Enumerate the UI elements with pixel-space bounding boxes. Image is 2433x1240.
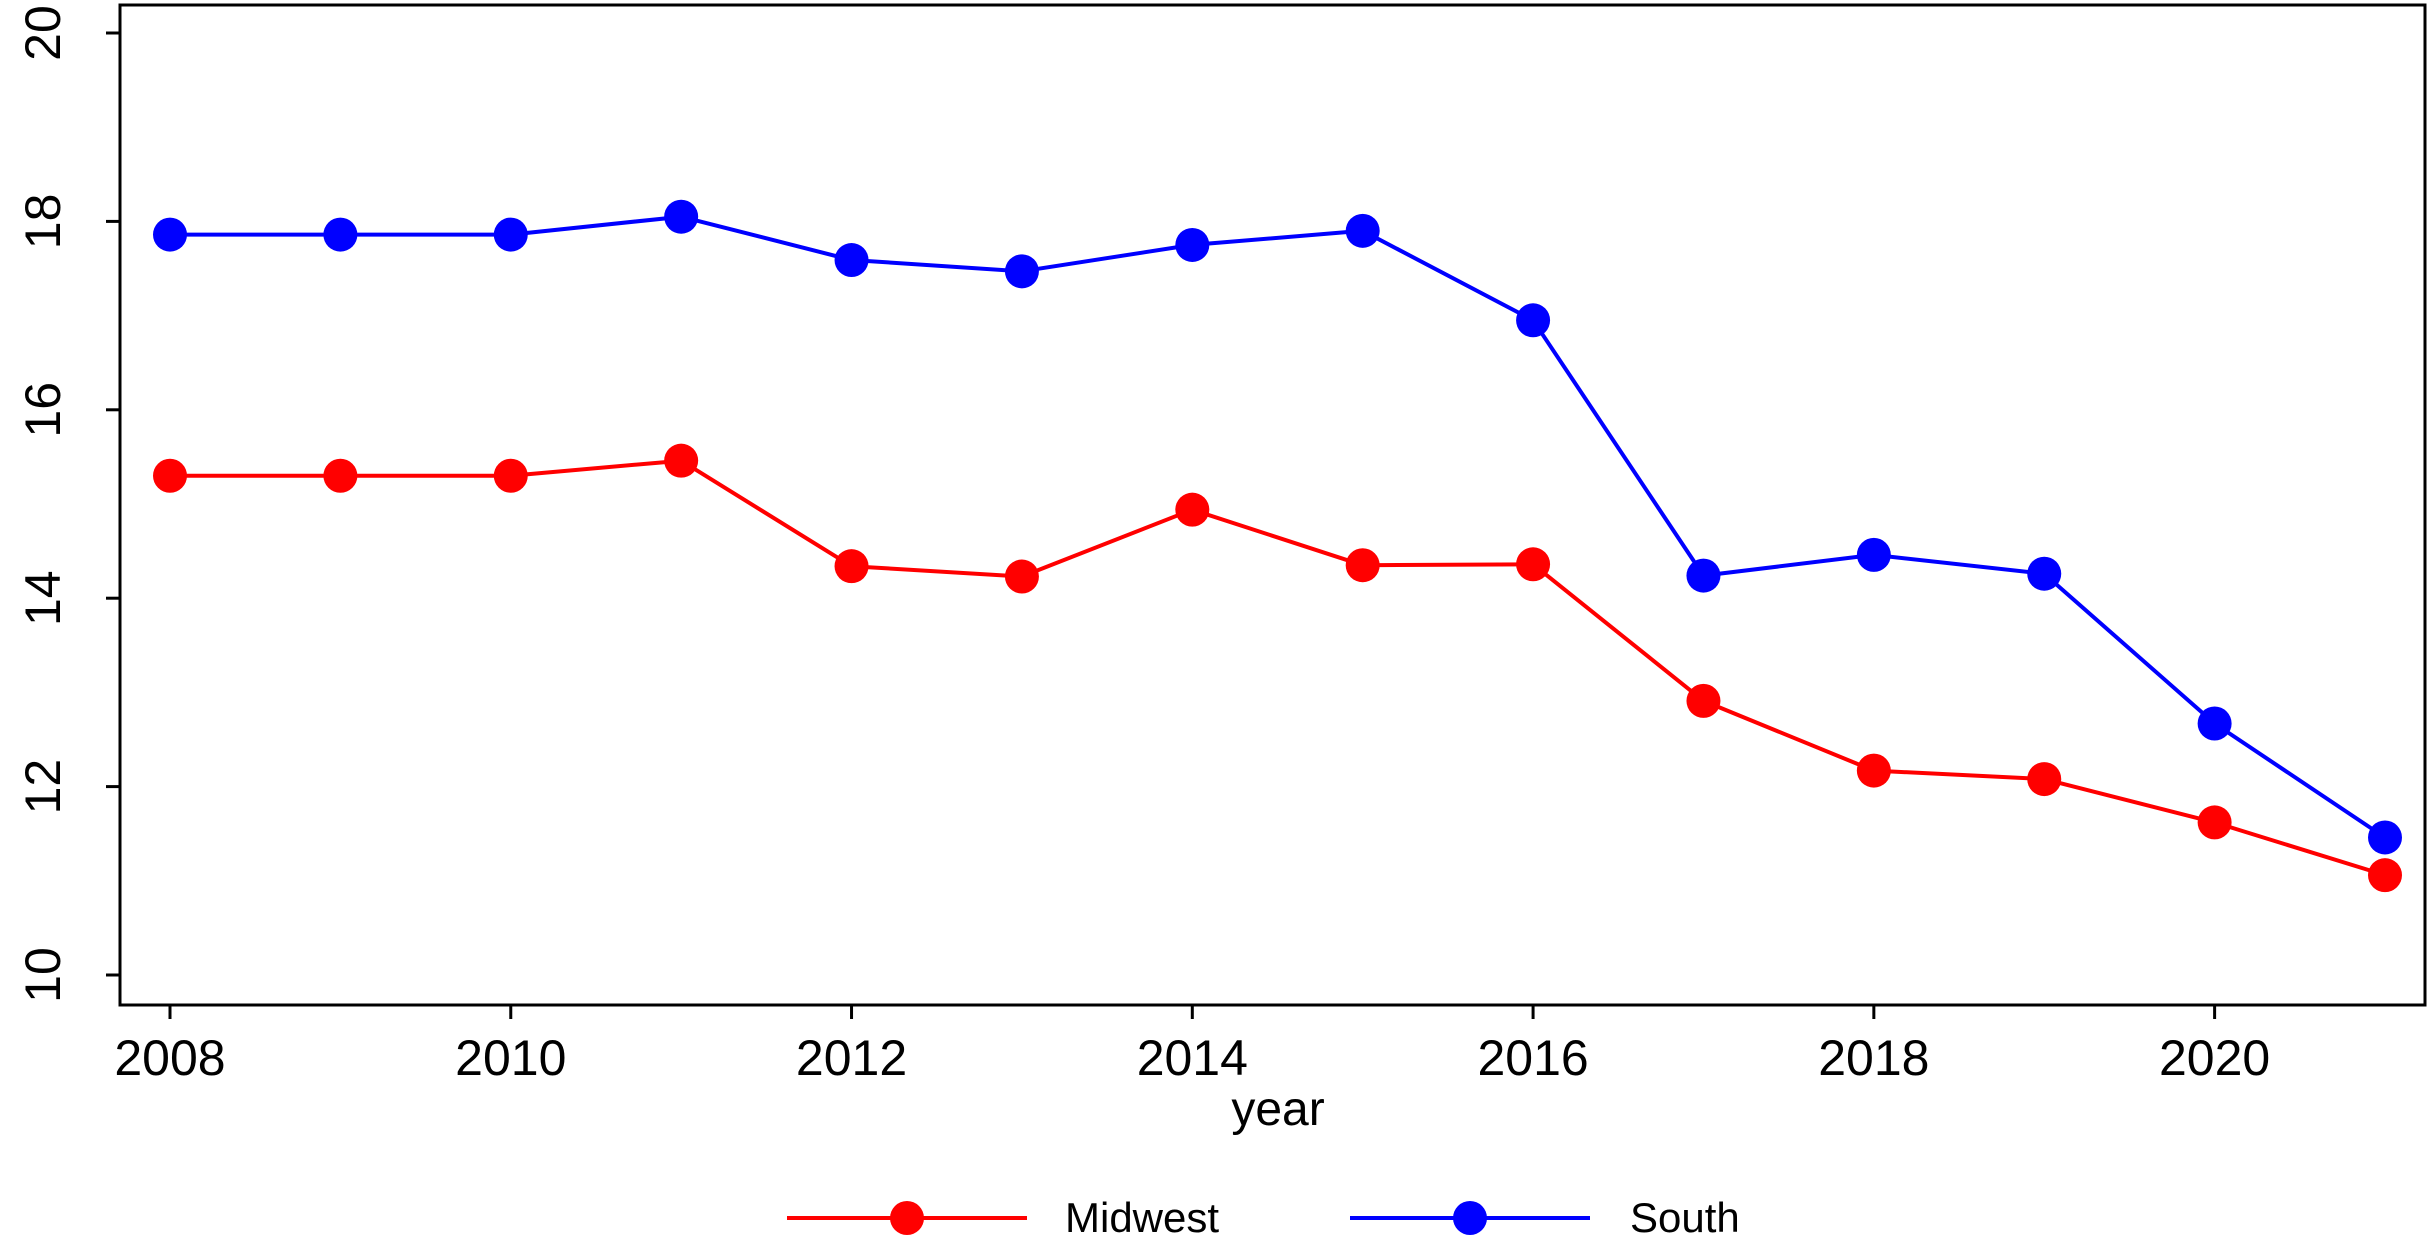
plot-frame: [118, 3, 2427, 1007]
data-point-south: [1345, 213, 1380, 248]
x-axis-label: year: [1231, 1083, 1324, 1136]
data-point-south: [1004, 254, 1039, 289]
data-point-south: [1175, 227, 1210, 262]
data-point-south: [1516, 303, 1551, 338]
data-point-midwest: [1516, 547, 1551, 582]
data-point-south: [2027, 556, 2062, 591]
data-point-south: [2197, 706, 2232, 741]
legend-label-midwest: Midwest: [1065, 1194, 1219, 1235]
y-tick-label: 12: [15, 759, 71, 815]
data-point-midwest: [664, 443, 699, 478]
data-point-midwest: [323, 458, 358, 493]
data-point-south: [664, 199, 699, 234]
x-tick-label: 2012: [796, 1030, 907, 1086]
x-tick-label: 2010: [455, 1030, 566, 1086]
data-point-midwest: [2368, 858, 2402, 893]
data-point-midwest: [1686, 683, 1721, 718]
data-point-midwest: [834, 549, 869, 584]
data-point-midwest: [2197, 805, 2232, 840]
data-point-south: [323, 217, 358, 252]
data-point-midwest: [493, 458, 528, 493]
data-point-south: [1856, 537, 1891, 572]
data-point-midwest: [2027, 762, 2062, 797]
data-point-midwest: [1345, 548, 1380, 583]
x-tick-label: 2020: [2159, 1030, 2270, 1086]
x-tick-label: 2018: [1818, 1030, 1929, 1086]
data-point-south: [493, 217, 528, 252]
x-tick-label: 2014: [1137, 1030, 1248, 1086]
data-point-south: [2368, 820, 2402, 855]
legend-marker-south: [1453, 1201, 1487, 1235]
data-point-south: [834, 243, 869, 278]
y-tick-label: 10: [15, 947, 71, 1003]
data-point-midwest: [153, 458, 187, 493]
data-point-south: [153, 217, 187, 252]
data-point-midwest: [1004, 559, 1039, 594]
legend-label-south: South: [1630, 1194, 1740, 1235]
x-tick-label: 2016: [1477, 1030, 1588, 1086]
data-point-south: [1686, 558, 1721, 593]
series-line-south: [170, 214, 2387, 840]
y-tick-label: 16: [15, 382, 71, 438]
series-line-midwest: [170, 458, 2386, 878]
y-tick-label: 14: [15, 570, 71, 626]
legend-marker-midwest: [890, 1201, 924, 1235]
x-tick-label: 2008: [114, 1030, 225, 1086]
data-point-midwest: [1175, 492, 1210, 527]
y-tick-label: 18: [15, 194, 71, 250]
data-point-midwest: [1856, 753, 1891, 788]
y-tick-label: 20: [15, 5, 71, 61]
